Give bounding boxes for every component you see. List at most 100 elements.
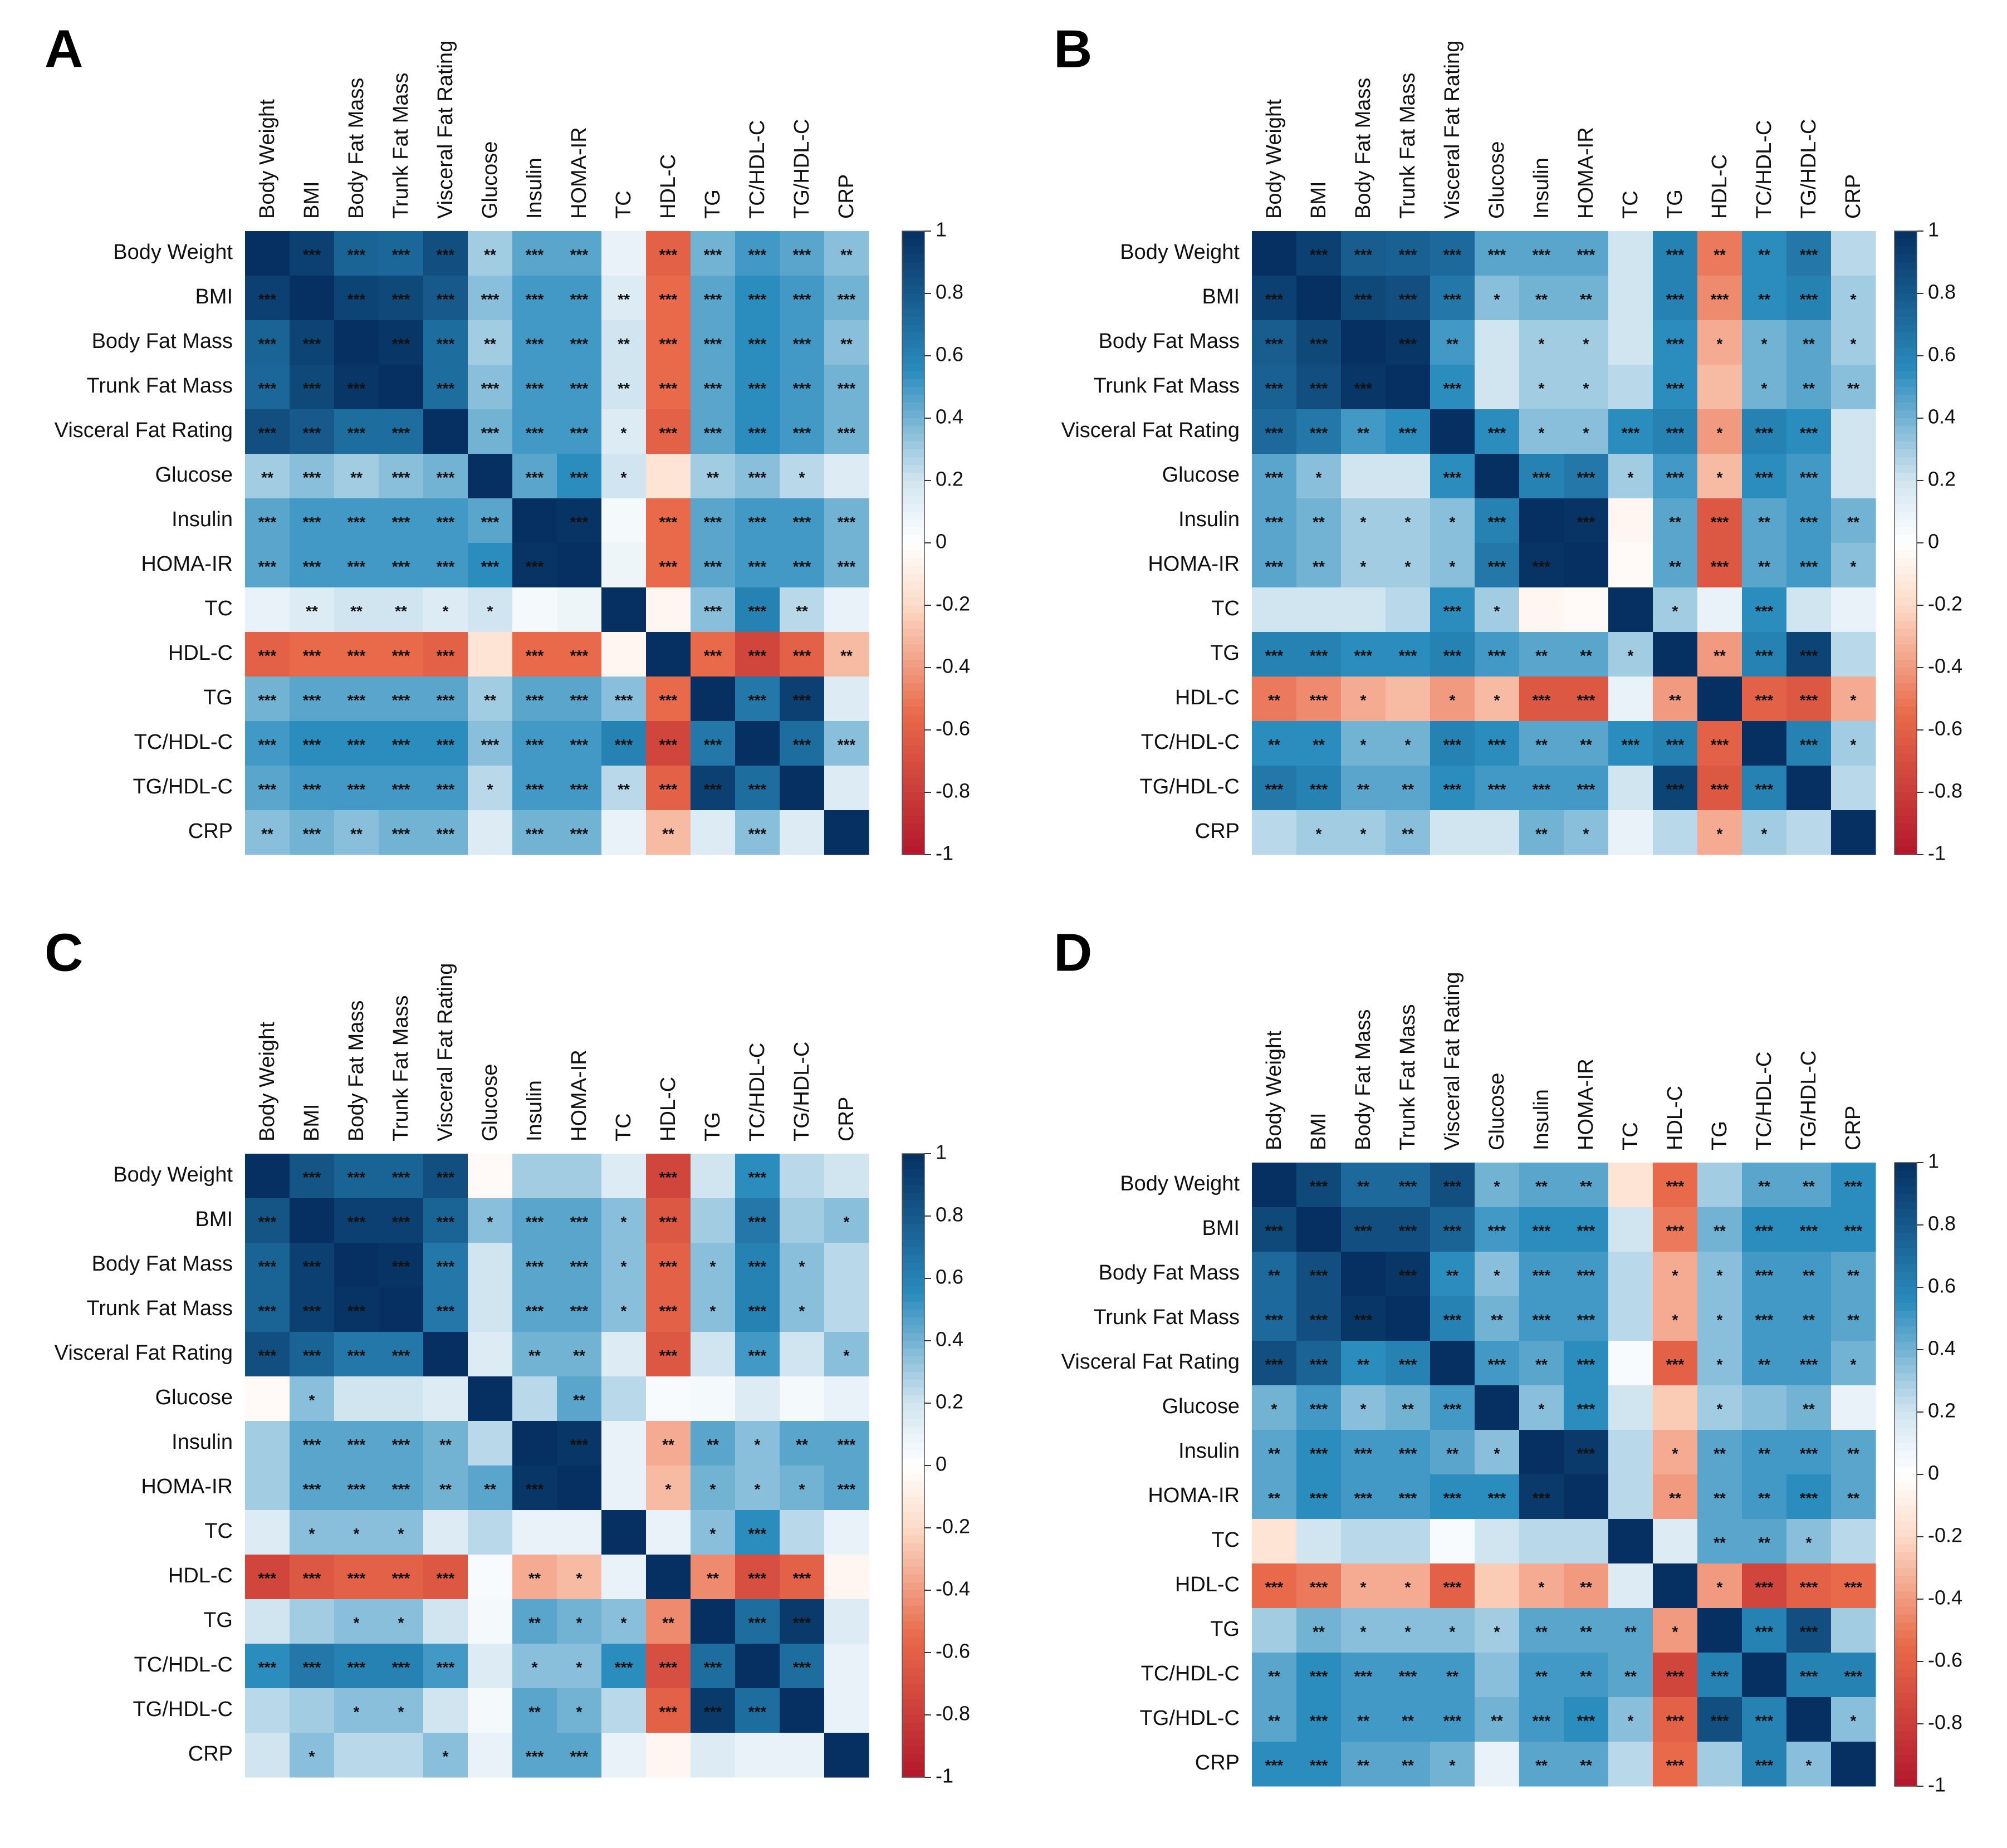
significance-marker: ***	[526, 736, 544, 753]
row-label: TC/HDL-C	[1141, 731, 1240, 754]
heatmap-cell	[1341, 1519, 1386, 1564]
colorbar-segment	[902, 442, 924, 450]
heatmap-cell	[1786, 231, 1832, 276]
colorbar-tick-label: -0.8	[1928, 1711, 1962, 1734]
heatmap-cell	[1608, 320, 1653, 365]
significance-marker: **	[1580, 1579, 1592, 1596]
heatmap-cell	[691, 1332, 736, 1377]
colorbar-segment	[1895, 785, 1917, 793]
colorbar-segment	[902, 1715, 924, 1723]
heatmap-cell	[290, 810, 335, 855]
colorbar-segment	[1895, 395, 1917, 403]
significance-marker: **	[1402, 1400, 1414, 1418]
colorbar-segment	[1895, 247, 1917, 255]
colorbar-segment	[902, 496, 924, 504]
heatmap-cell	[1831, 1608, 1876, 1653]
heatmap-cell	[557, 454, 602, 499]
heatmap-cell	[245, 454, 290, 499]
significance-marker: ***	[1443, 1489, 1462, 1507]
colorbar-segment	[902, 512, 924, 520]
heatmap-cell	[1786, 454, 1832, 499]
significance-marker: ***	[1800, 1489, 1818, 1507]
significance-marker: *	[1360, 1579, 1367, 1596]
colorbar-segment	[902, 605, 924, 614]
heatmap-cell	[379, 1599, 424, 1644]
significance-marker: *	[1761, 335, 1768, 352]
significance-marker: ***	[526, 692, 544, 709]
heatmap-cell	[780, 766, 825, 811]
colorbar-segment	[902, 426, 924, 434]
heatmap-cell	[1519, 1163, 1564, 1208]
column-label: TG/HDL-C	[1797, 119, 1820, 219]
significance-marker: *	[621, 1614, 627, 1631]
heatmap-cell	[468, 1688, 513, 1733]
significance-marker: *	[1450, 558, 1456, 575]
significance-marker: ***	[303, 1169, 321, 1186]
colorbar-segment	[902, 675, 924, 684]
heatmap-cell	[557, 365, 602, 410]
significance-marker: ***	[1354, 380, 1373, 397]
significance-marker: ***	[570, 513, 589, 531]
colorbar-segment	[902, 1232, 924, 1240]
heatmap-cell	[1252, 1563, 1297, 1609]
heatmap-cell	[691, 1243, 736, 1288]
heatmap-cell	[735, 632, 780, 677]
column-label: TC	[612, 1113, 635, 1141]
significance-marker: *	[1494, 1267, 1500, 1284]
heatmap-cell	[1519, 1742, 1564, 1787]
colorbar-segment	[902, 1216, 924, 1224]
significance-marker: *	[755, 1481, 761, 1498]
column-label: Body Weight	[1262, 1031, 1286, 1150]
significance-marker: *	[1360, 692, 1367, 709]
heatmap-cell	[691, 1154, 736, 1199]
heatmap-cell	[1430, 276, 1475, 321]
colorbar-tick-label: 0.4	[1928, 1337, 1956, 1360]
heatmap-cell	[334, 810, 379, 855]
heatmap-cell	[334, 1198, 379, 1243]
colorbar-segment	[902, 1754, 924, 1762]
heatmap-cell	[1697, 1163, 1742, 1208]
heatmap-cell	[379, 1555, 424, 1600]
significance-marker: ***	[570, 469, 589, 486]
significance-marker: *	[1583, 380, 1589, 397]
heatmap-cell	[780, 320, 825, 365]
colorbar-segment	[1895, 644, 1917, 653]
heatmap-cell	[379, 543, 424, 588]
heatmap-cell	[290, 632, 335, 677]
significance-marker: ***	[748, 781, 767, 798]
colorbar-segment	[902, 1161, 924, 1170]
heatmap-cell	[1341, 1207, 1386, 1252]
colorbar-segment	[1895, 535, 1917, 543]
significance-marker: **	[1357, 1712, 1369, 1729]
significance-marker: **	[1714, 1222, 1726, 1239]
significance-marker: *	[1851, 692, 1857, 709]
heatmap-cell	[1475, 498, 1520, 543]
heatmap-cell	[1341, 498, 1386, 543]
heatmap-cell	[646, 1376, 691, 1421]
significance-marker: ***	[748, 825, 767, 842]
heatmap-cell	[601, 810, 647, 855]
colorbar-segment	[902, 1637, 924, 1645]
heatmap-cell	[1430, 587, 1475, 633]
heatmap-cell	[1386, 1519, 1431, 1564]
heatmap-cell	[1786, 1474, 1832, 1519]
significance-marker: *	[532, 1659, 538, 1676]
heatmap-cell	[423, 320, 468, 365]
colorbar-segment	[902, 332, 924, 341]
heatmap-cell	[245, 320, 290, 365]
significance-marker: ***	[570, 380, 589, 397]
heatmap-cell	[1608, 677, 1653, 722]
heatmap-cell	[1296, 1430, 1342, 1475]
heatmap-cell	[1831, 721, 1876, 766]
heatmap-cell	[1697, 365, 1742, 410]
significance-marker: ***	[793, 558, 811, 575]
column-label: Visceral Fat Rating	[434, 963, 457, 1141]
heatmap-cell	[1475, 1608, 1520, 1653]
significance-marker: *	[621, 469, 627, 486]
significance-marker: *	[621, 1213, 627, 1231]
significance-marker: *	[309, 1748, 315, 1765]
heatmap-cell	[601, 1332, 647, 1377]
heatmap-cell	[646, 320, 691, 365]
heatmap-cell	[1742, 1653, 1787, 1698]
row-label: Body Weight	[113, 241, 233, 264]
